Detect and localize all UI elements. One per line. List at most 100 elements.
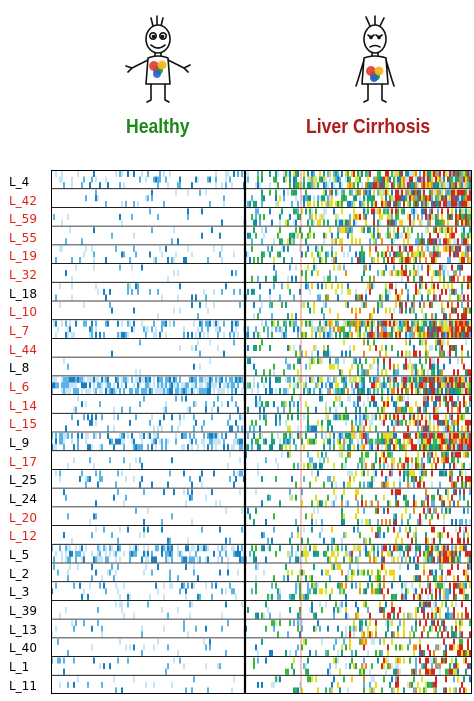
heatmap-cell xyxy=(313,171,315,177)
heatmap-cell xyxy=(413,257,415,263)
heatmap-cell xyxy=(339,564,341,570)
heatmap-cell xyxy=(341,238,343,245)
heatmap-cell xyxy=(393,489,395,496)
heatmap-cell xyxy=(327,556,329,563)
heatmap-cell xyxy=(373,476,375,482)
heatmap-cell xyxy=(95,283,97,290)
heatmap-cell xyxy=(273,575,275,582)
heatmap-cell xyxy=(375,588,377,595)
heatmap-cell xyxy=(337,189,339,196)
heatmap-cell xyxy=(433,406,435,413)
heatmap-cell xyxy=(301,433,303,439)
heatmap-cell xyxy=(253,550,255,557)
heatmap-cell xyxy=(123,438,125,445)
heatmap-cell xyxy=(217,326,219,333)
heatmap-cell xyxy=(405,363,407,370)
heatmap-cell xyxy=(67,650,69,656)
heatmap-cell xyxy=(433,388,435,394)
heatmap-cell xyxy=(337,219,339,226)
heatmap-cell xyxy=(341,451,343,458)
heatmap-cell xyxy=(99,382,101,389)
heatmap-cell xyxy=(395,176,397,183)
heatmap-cell xyxy=(413,631,415,638)
heatmap-cell xyxy=(225,182,227,189)
heatmap-cell xyxy=(59,612,61,619)
heatmap-cell xyxy=(133,320,135,327)
heatmap-cell xyxy=(419,195,421,202)
heatmap-cell xyxy=(445,550,447,557)
heatmap-cell xyxy=(103,376,105,383)
heatmap-cell xyxy=(323,345,325,351)
heatmap-cell xyxy=(393,668,395,675)
heatmap-cell xyxy=(165,550,167,557)
heatmap-cell xyxy=(339,588,341,595)
heatmap-cell xyxy=(393,556,395,563)
heatmap-cell xyxy=(433,612,435,619)
heatmap-cell xyxy=(85,388,87,394)
heatmap-cell xyxy=(429,425,431,432)
heatmap-cell xyxy=(159,245,161,252)
heatmap-cell xyxy=(429,414,431,421)
heatmap-cell xyxy=(59,283,61,290)
heatmap-cell xyxy=(459,470,461,477)
heatmap-cell xyxy=(149,388,151,394)
heatmap-cell xyxy=(409,513,411,520)
heatmap-cell xyxy=(445,401,447,408)
heatmap-cell xyxy=(453,545,455,552)
heatmap-cell xyxy=(395,270,397,277)
heatmap-cell xyxy=(375,425,377,432)
heatmap-cell xyxy=(325,433,327,439)
heatmap-cell xyxy=(63,382,65,389)
heatmap-cell xyxy=(367,182,369,189)
heatmap-cell xyxy=(93,388,95,394)
heatmap-cell xyxy=(57,569,59,576)
heatmap-cell xyxy=(467,350,469,357)
heatmap-cell xyxy=(439,238,441,245)
heatmap-cell xyxy=(443,638,445,645)
heatmap-cell xyxy=(385,182,387,189)
heatmap-cell xyxy=(399,644,401,651)
heatmap-cell xyxy=(385,601,387,608)
heatmap-cell xyxy=(357,612,359,619)
heatmap-cell xyxy=(423,339,425,346)
heatmap-cell xyxy=(321,257,323,263)
heatmap-cell xyxy=(367,631,369,638)
heatmap-cell xyxy=(373,395,375,402)
heatmap-cell xyxy=(425,601,427,608)
cirrhosis-label: Liver Cirrhosis xyxy=(306,116,431,138)
heatmap-cell xyxy=(257,382,259,389)
heatmap-cell xyxy=(349,644,351,651)
heatmap-cell xyxy=(161,444,163,451)
heatmap-cell xyxy=(379,214,381,220)
heatmap-cell xyxy=(297,376,299,383)
heatmap-cell xyxy=(443,313,445,320)
heatmap-cell xyxy=(153,681,155,688)
row-label: L_10 xyxy=(9,305,37,319)
heatmap-cell xyxy=(199,476,201,482)
heatmap-cell xyxy=(387,214,389,220)
heatmap-cell xyxy=(123,433,125,439)
heatmap-cell xyxy=(277,376,279,383)
heatmap-cell xyxy=(469,176,471,183)
heatmap-cell xyxy=(181,550,183,557)
heatmap-cell xyxy=(453,668,455,675)
heatmap-cell xyxy=(369,345,371,351)
heatmap-cell xyxy=(287,425,289,432)
heatmap-cell xyxy=(413,195,415,202)
heatmap-cell xyxy=(431,214,433,220)
heatmap-cell xyxy=(215,171,217,177)
heatmap-cell xyxy=(467,214,469,220)
heatmap-cell xyxy=(157,313,159,320)
heatmap-cell xyxy=(457,444,459,451)
heatmap-cell xyxy=(293,238,295,245)
heatmap-cell xyxy=(339,444,341,451)
heatmap-cell xyxy=(333,238,335,245)
heatmap-cell xyxy=(273,264,275,271)
heatmap-cell xyxy=(327,414,329,421)
heatmap-cell xyxy=(463,545,465,552)
heatmap-cell xyxy=(385,433,387,439)
heatmap-cell xyxy=(349,663,351,670)
heatmap-cell xyxy=(97,556,99,563)
heatmap-cell xyxy=(433,369,435,376)
heatmap-cell xyxy=(123,331,125,338)
